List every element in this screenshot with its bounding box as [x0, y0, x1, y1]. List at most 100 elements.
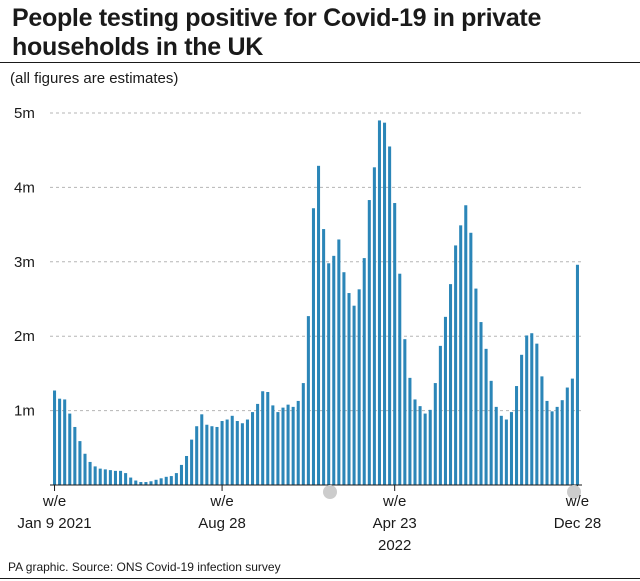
bar: [332, 255, 336, 485]
bar: [342, 272, 346, 485]
bar: [58, 398, 62, 485]
bar: [179, 464, 183, 485]
y-tick-label: 3m: [14, 254, 35, 271]
bar: [245, 419, 249, 485]
bar: [185, 455, 189, 485]
bar: [251, 412, 255, 485]
x-tick-label: Jan 9 2021: [17, 515, 91, 532]
bar: [78, 441, 82, 485]
y-axis-labels: 1m 2m 3m 4m 5m: [14, 105, 35, 420]
bar: [570, 378, 574, 485]
bar: [286, 404, 290, 485]
bar: [215, 426, 219, 485]
x-tick-label: w/e: [209, 493, 233, 510]
bar: [225, 419, 229, 485]
bar: [423, 413, 427, 485]
bar: [377, 120, 381, 485]
bar: [134, 480, 138, 485]
bar: [235, 421, 239, 485]
y-tick-label: 4m: [14, 179, 35, 196]
bar: [119, 470, 123, 485]
y-tick-label: 2m: [14, 328, 35, 345]
x-axis: [50, 484, 582, 499]
bar: [124, 473, 128, 485]
bar: [281, 407, 285, 485]
bar: [479, 322, 483, 485]
bar: [393, 203, 397, 486]
bar: [565, 387, 569, 485]
bar: [144, 482, 148, 485]
x-tick-label: Aug 28: [198, 515, 246, 532]
bar: [530, 333, 534, 485]
bar: [311, 208, 315, 485]
bar: [352, 305, 356, 485]
axis-marker: [567, 485, 581, 499]
bar: [388, 146, 392, 486]
bar: [357, 289, 361, 485]
chart-title: People testing positive for Covid-19 in …: [12, 4, 542, 61]
x-tick-label: w/e: [42, 493, 66, 510]
bar: [494, 406, 498, 485]
bar: [164, 476, 168, 485]
x-tick-label: Dec 28: [554, 515, 602, 532]
bar: [113, 470, 117, 485]
y-tick-label: 1m: [14, 403, 35, 420]
x-tick-label: w/e: [565, 493, 589, 510]
bar: [68, 413, 72, 485]
bar: [535, 343, 539, 485]
bar: [449, 284, 453, 485]
bar: [418, 406, 422, 485]
bar: [347, 293, 351, 485]
bar: [443, 316, 447, 485]
bar: [520, 354, 524, 485]
footer-divider: [0, 578, 640, 579]
bar: [240, 423, 244, 485]
source-note: PA graphic. Source: ONS Covid-19 infecti…: [8, 560, 281, 574]
bar: [220, 421, 224, 485]
bar: [398, 273, 402, 485]
chart-subtitle: (all figures are estimates): [10, 70, 179, 87]
bar: [205, 424, 209, 485]
bar: [545, 400, 549, 485]
y-tick-label: 5m: [14, 105, 35, 122]
bar: [367, 200, 371, 485]
bar: [372, 167, 376, 485]
bar: [88, 461, 92, 485]
bar-series: [53, 120, 579, 486]
bar: [93, 466, 97, 485]
bar: [256, 403, 260, 485]
bar: [408, 377, 412, 485]
axis-marker: [323, 485, 337, 499]
bar: [575, 264, 579, 485]
bar: [159, 478, 163, 485]
bar: [469, 232, 473, 485]
bar: [296, 400, 300, 485]
bar: [403, 339, 407, 485]
bar: [474, 288, 478, 485]
bar: [53, 390, 57, 485]
bar: [210, 426, 214, 485]
bar: [63, 399, 67, 485]
bar: [230, 415, 234, 485]
x-tick-label: 2022: [378, 537, 411, 554]
bar: [291, 406, 295, 485]
bar: [362, 258, 366, 485]
x-tick-label: w/e: [382, 493, 406, 510]
bar: [433, 383, 437, 485]
bar: [499, 415, 503, 485]
bar: [560, 400, 564, 485]
bar: [108, 470, 112, 485]
bar: [504, 419, 508, 485]
bar: [195, 426, 199, 485]
x-tick-label: Apr 23: [373, 515, 417, 532]
bar: [428, 409, 432, 485]
bar: [139, 482, 143, 485]
bar: [525, 335, 529, 485]
gridlines: [50, 112, 582, 412]
bar: [438, 345, 442, 485]
bar: [509, 412, 513, 485]
bar: [129, 477, 133, 485]
bar: [413, 399, 417, 485]
bar: [383, 122, 387, 485]
bar: [200, 414, 204, 485]
